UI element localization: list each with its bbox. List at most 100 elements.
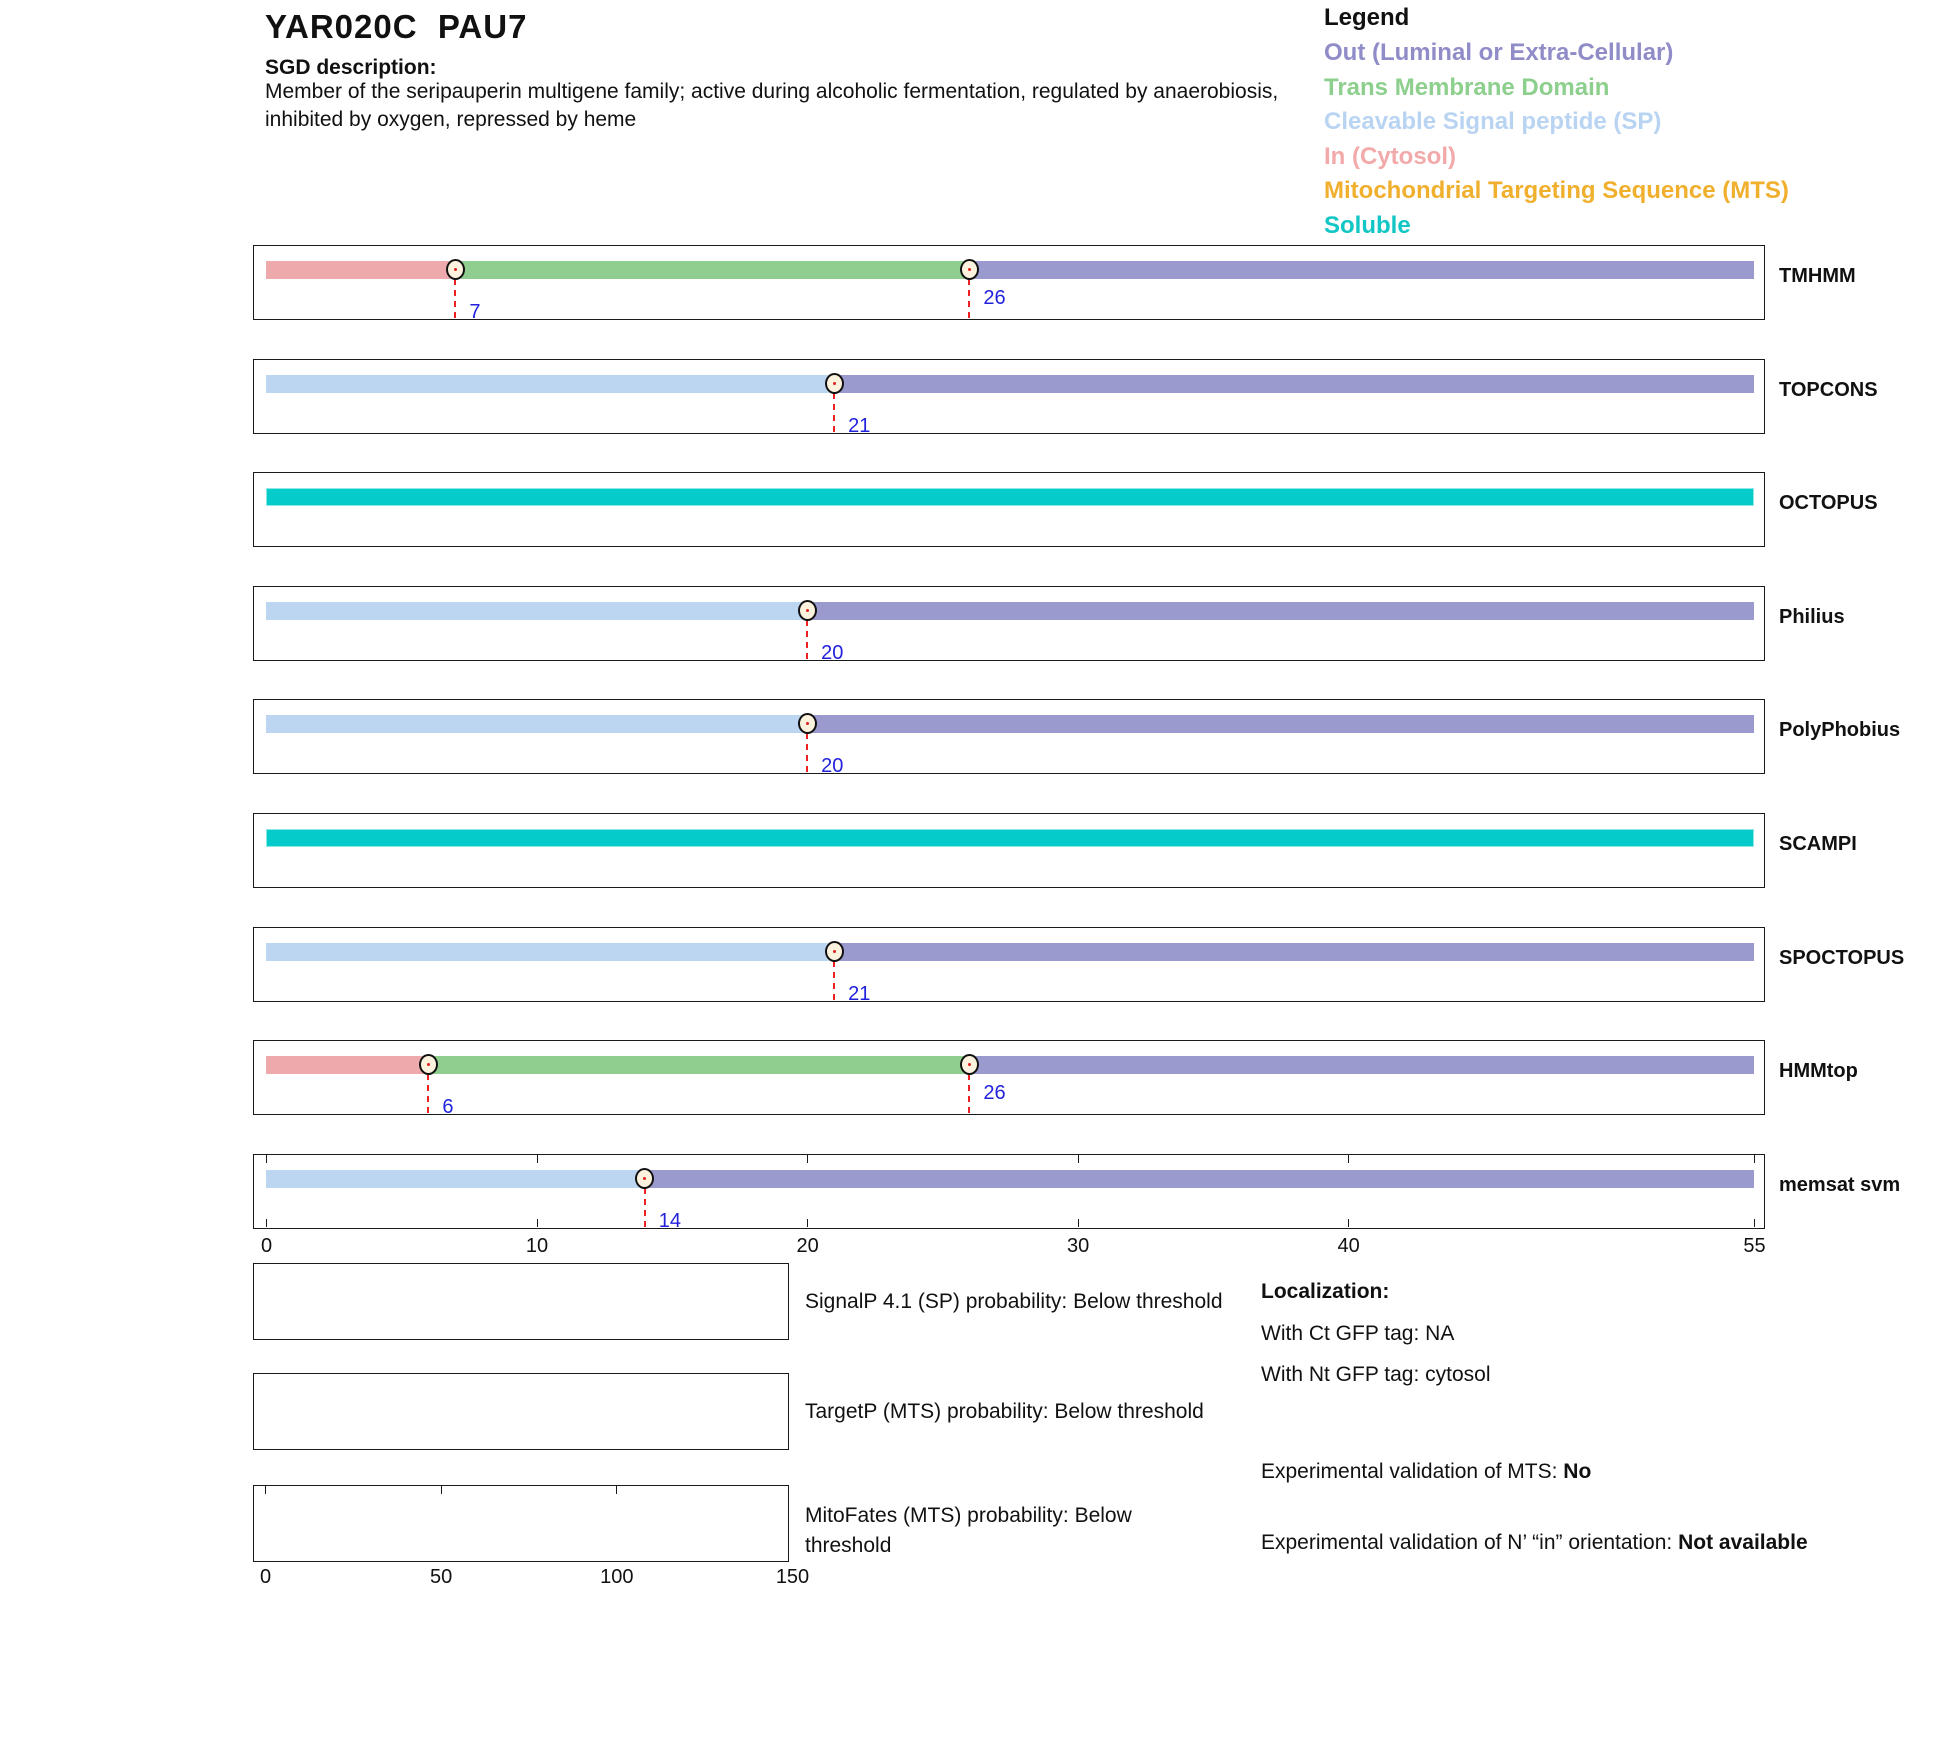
axis-tick xyxy=(1754,1219,1755,1227)
track-label-tmhmm: TMHMM xyxy=(1779,265,1856,287)
mts-validation: Experimental validation of MTS: No xyxy=(1261,1460,1591,1484)
prediction-track-memsat-svm: 14 xyxy=(253,1154,1765,1232)
orientation-validation-label: Experimental validation of N’ “in” orien… xyxy=(1261,1531,1679,1554)
topology-segment-out xyxy=(834,943,1754,961)
track-label-hmmtop: HMMtop xyxy=(1779,1060,1858,1082)
boundary-marker-dot xyxy=(967,268,971,271)
legend-item-tm: Trans Membrane Domain xyxy=(1324,73,1610,101)
boundary-position-label: 21 xyxy=(848,415,871,437)
topology-segment-out xyxy=(969,261,1754,279)
prediction-track-hmmtop: 6 26 xyxy=(253,1040,1765,1118)
axis-tick xyxy=(807,1155,809,1163)
boundary-line xyxy=(805,733,808,772)
boundary-line xyxy=(968,1074,971,1113)
topology-segment-out xyxy=(834,375,1754,393)
axis-tick xyxy=(1348,1219,1350,1227)
boundary-position-label: 14 xyxy=(658,1210,681,1232)
position-axis-label: 150 xyxy=(775,1566,810,1588)
legend-item-out: Out (Luminal or Extra-Cellular) xyxy=(1324,39,1674,66)
boundary-marker-dot xyxy=(426,1063,430,1066)
boundary-position-label: 21 xyxy=(848,983,871,1005)
residue-axis-label: 0 xyxy=(260,1235,273,1257)
boundary-position-label: 20 xyxy=(821,642,844,664)
axis-tick xyxy=(1754,1155,1755,1163)
topology-segment-out xyxy=(969,1056,1754,1074)
prediction-track-philius: 20 xyxy=(253,586,1765,664)
topology-segment-sp xyxy=(266,943,835,961)
boundary-position-label: 6 xyxy=(442,1096,454,1118)
position-axis-label: 50 xyxy=(430,1566,453,1588)
boundary-position-label: 26 xyxy=(983,1082,1006,1104)
sgd-description-label: SGD description: xyxy=(265,56,437,79)
topology-segment-sp xyxy=(266,715,808,733)
topology-segment-in xyxy=(266,1056,429,1074)
boundary-line xyxy=(643,1188,646,1227)
orientation-validation-value: Not available xyxy=(1678,1531,1808,1554)
prediction-track-polyphobius: 20 xyxy=(253,699,1765,777)
sgd-description-line-1: Member of the seripauperin multigene fam… xyxy=(265,80,1279,103)
axis-tick xyxy=(1077,1219,1079,1227)
axis-tick xyxy=(536,1155,538,1163)
probability-plot-signalp xyxy=(253,1263,789,1340)
axis-tick xyxy=(536,1219,538,1227)
axis-tick xyxy=(807,1219,809,1227)
probability-plot-label-signalp: SignalP 4.1 (SP) probability: Below thre… xyxy=(805,1290,1223,1313)
topology-segment-soluble xyxy=(266,488,1754,506)
boundary-marker-dot xyxy=(453,268,457,271)
topology-segment-in xyxy=(266,261,456,279)
axis-tick xyxy=(266,1155,267,1163)
track-label-polyphobius: PolyPhobius xyxy=(1779,719,1901,741)
topology-segment-out xyxy=(644,1170,1754,1188)
prediction-track-spoctopus: 21 xyxy=(253,927,1765,1005)
position-axis-label: 0 xyxy=(259,1566,272,1588)
orientation-validation: Experimental validation of N’ “in” orien… xyxy=(1261,1526,1809,1559)
topology-segment-sp xyxy=(266,602,808,620)
topology-segment-sp xyxy=(266,1170,645,1188)
boundary-line xyxy=(454,279,457,318)
boundary-marker-dot xyxy=(832,950,836,953)
topology-segment-tm xyxy=(428,1056,970,1074)
axis-tick xyxy=(1348,1155,1350,1163)
boundary-marker xyxy=(797,600,817,621)
axis-tick xyxy=(440,1486,442,1494)
sgd-description-line-2: inhibited by oxygen, repressed by heme xyxy=(265,108,637,131)
page-title: YAR020C PAU7 xyxy=(265,8,528,45)
prediction-track-topcons: 21 xyxy=(253,359,1765,437)
topology-segment-out xyxy=(807,602,1754,620)
mts-validation-label: Experimental validation of MTS: xyxy=(1261,1460,1564,1483)
boundary-marker-dot xyxy=(967,1063,971,1066)
track-label-philius: Philius xyxy=(1779,606,1845,628)
boundary-position-label: 26 xyxy=(983,287,1006,309)
boundary-position-label: 7 xyxy=(469,301,481,323)
legend-title: Legend xyxy=(1324,4,1410,31)
probability-plot-mitofates xyxy=(253,1485,789,1562)
boundary-marker xyxy=(635,1168,655,1189)
boundary-marker-dot xyxy=(805,722,809,725)
topology-segment-soluble xyxy=(266,829,1754,847)
track-label-memsat-svm: memsat svm xyxy=(1779,1174,1901,1196)
mts-validation-value: No xyxy=(1563,1460,1592,1483)
axis-tick xyxy=(265,1486,266,1494)
boundary-marker xyxy=(959,1054,979,1075)
probability-plot-label-mitofates: MitoFates (MTS) probability: Below thres… xyxy=(805,1504,1132,1557)
legend-item-in: In (Cytosol) xyxy=(1324,142,1456,170)
topology-segment-tm xyxy=(455,261,970,279)
boundary-line xyxy=(832,961,835,1000)
axis-tick xyxy=(266,1219,267,1227)
boundary-marker xyxy=(959,259,979,280)
residue-axis-label: 40 xyxy=(1337,1235,1360,1257)
boundary-marker xyxy=(824,941,844,962)
prediction-track-octopus xyxy=(253,472,1765,547)
legend-item-mts: Mitochondrial Targeting Sequence (MTS) xyxy=(1324,177,1789,204)
topology-segment-sp xyxy=(266,375,835,393)
topology-segment-out xyxy=(807,715,1754,733)
legend-item-soluble: Soluble xyxy=(1324,211,1411,239)
track-label-topcons: TOPCONS xyxy=(1779,379,1878,401)
boundary-marker-dot xyxy=(643,1177,647,1180)
boundary-line xyxy=(805,620,808,659)
residue-axis-label: 10 xyxy=(525,1235,549,1257)
boundary-marker xyxy=(418,1054,438,1075)
boundary-marker xyxy=(824,373,844,394)
residue-axis-label: 30 xyxy=(1067,1235,1090,1257)
axis-tick xyxy=(616,1486,618,1494)
